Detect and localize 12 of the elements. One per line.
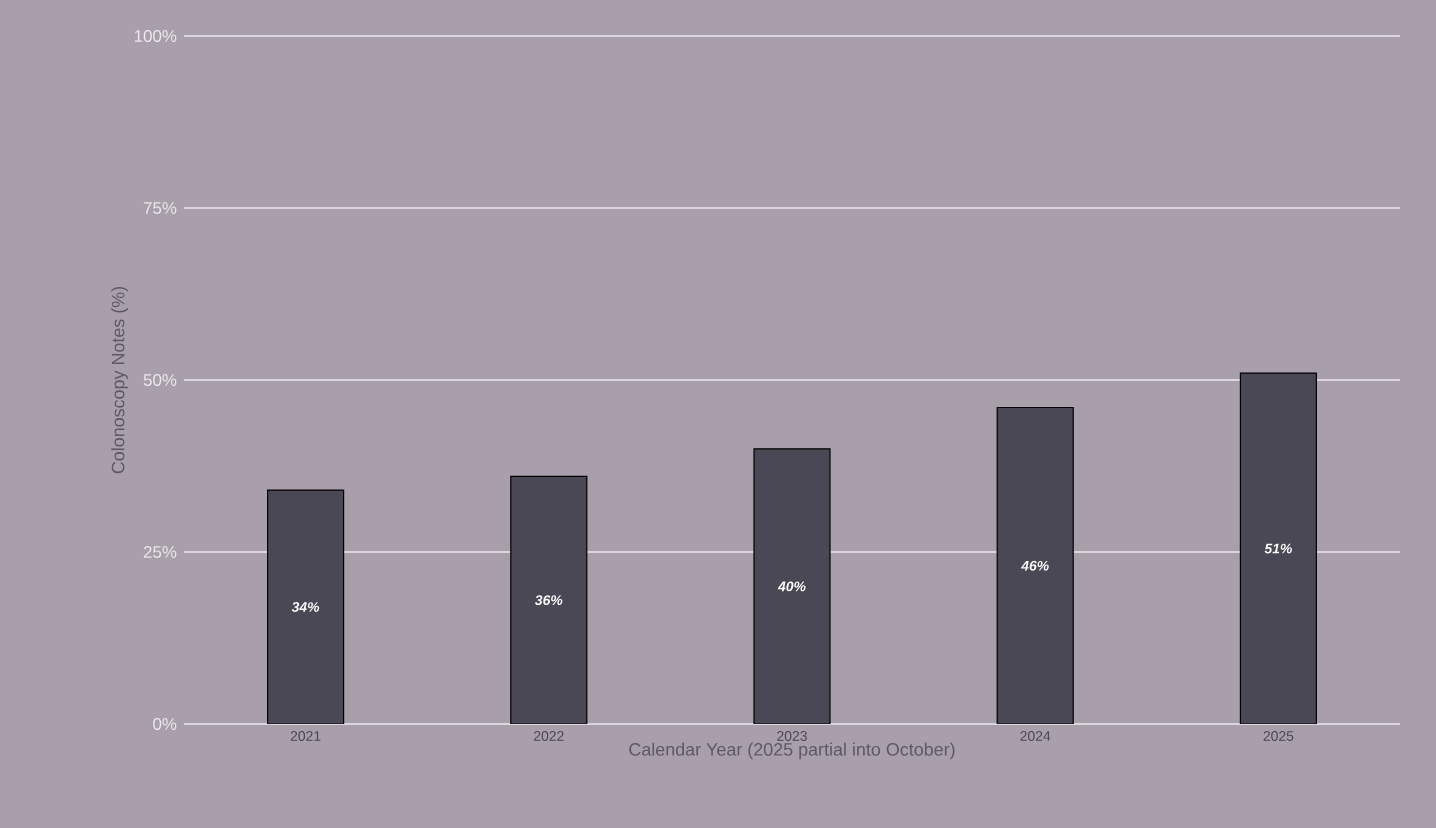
bar [1239,372,1318,724]
bar [753,448,831,724]
y-tick-label: 100% [134,30,177,42]
bar [996,406,1074,724]
y-tick-label: 0% [153,718,177,730]
bar [510,475,588,724]
x-axis-title: Calendar Year (2025 partial into October) [629,742,955,760]
y-tick-label: 50% [143,374,177,386]
y-tick-label: 25% [143,546,177,558]
bar [267,489,345,724]
y-tick-label: 75% [143,202,177,214]
y-axis-title: Colonoscopy Notes (%) [111,286,128,474]
